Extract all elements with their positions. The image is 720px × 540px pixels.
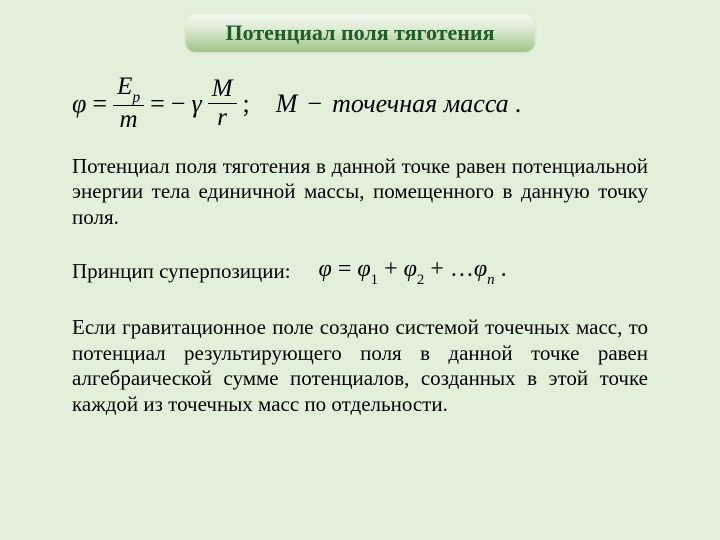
content-area: φ = Ep m = − γ M r ; M − точечная масса … xyxy=(72,70,648,418)
mass-label: точечная масса xyxy=(332,89,509,119)
frac1-den: m xyxy=(116,107,142,133)
var-mass-m: M xyxy=(276,89,298,119)
main-formula: φ = Ep m = − γ M r ; M − точечная масса … xyxy=(72,74,648,134)
sp-phi: φ xyxy=(319,256,332,282)
definition-text: Потенциал поля тяготения в данной точке … xyxy=(72,154,648,231)
sp-subn: n xyxy=(487,272,494,288)
op-eq1: = xyxy=(92,89,107,119)
dash: − xyxy=(307,89,322,119)
sub-p: p xyxy=(132,89,140,106)
explanation-text: Если гравитационное поле создано системо… xyxy=(72,315,648,417)
semicolon: ; xyxy=(243,89,250,119)
superposition-formula: φ = φ1 + φ2 + …φn . xyxy=(319,256,507,287)
sp-period: . xyxy=(495,256,507,282)
superposition-row: Принцип суперпозиции: φ = φ1 + φ2 + …φn … xyxy=(72,256,648,287)
period1: . xyxy=(515,89,522,119)
var-gamma: γ xyxy=(191,89,201,119)
frac2-num: M xyxy=(208,76,237,102)
var-E: E xyxy=(117,73,132,100)
sp-phin: φ xyxy=(474,256,487,282)
page-title: Потенциал поля тяготения xyxy=(226,20,495,45)
sp-phi2: φ xyxy=(404,256,417,282)
fraction-ep-m: Ep m xyxy=(113,74,144,134)
fraction-m-r: M r xyxy=(208,76,237,132)
frac1-num: Ep xyxy=(113,74,144,104)
frac2-den: r xyxy=(213,105,231,131)
op-neg: − xyxy=(171,89,186,119)
op-eq2: = xyxy=(150,89,165,119)
superposition-label: Принцип суперпозиции: xyxy=(72,259,291,284)
sp-plus1: + xyxy=(378,256,404,282)
sp-plus2: + … xyxy=(424,256,474,282)
sp-eq: = xyxy=(332,256,358,282)
sp-sub1: 1 xyxy=(371,272,378,288)
sp-phi1: φ xyxy=(357,256,370,282)
sp-sub2: 2 xyxy=(417,272,424,288)
title-badge: Потенциал поля тяготения xyxy=(186,14,535,52)
var-phi: φ xyxy=(72,89,86,119)
